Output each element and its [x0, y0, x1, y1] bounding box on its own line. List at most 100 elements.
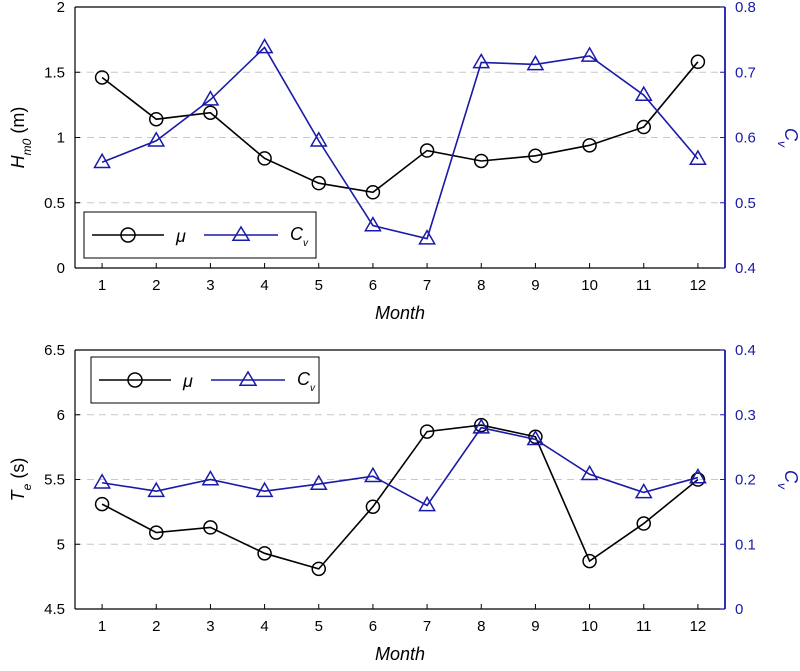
series-line-cv — [101, 46, 699, 240]
y-tick-label-left: 5.5 — [44, 472, 65, 489]
data-point-cv — [418, 495, 436, 512]
x-tick-label: 4 — [260, 277, 268, 294]
legend-label-mu: μ — [182, 371, 193, 391]
data-point-mu — [257, 151, 272, 166]
y-tick-label-left: 1.5 — [44, 64, 65, 81]
legend-marker-mu — [127, 372, 143, 388]
data-point-mu — [149, 525, 164, 540]
y-axis-label-left: Te (s) — [8, 458, 34, 502]
x-tick-label: 11 — [636, 277, 652, 294]
legend-marker-cv — [231, 225, 251, 241]
data-point-mu — [419, 424, 435, 439]
y-tick-label-left: 5 — [57, 536, 65, 553]
y-tick-label-right: 0.4 — [735, 260, 756, 277]
data-point-mu — [203, 520, 218, 535]
y-tick-label-left: 1 — [57, 130, 65, 147]
y-tick-label-right: 0.1 — [735, 536, 756, 553]
y-tick-label-right: 0.6 — [735, 130, 756, 147]
data-point-cv — [634, 482, 653, 499]
legend-marker-mu — [120, 227, 136, 243]
data-point-cv — [201, 469, 220, 486]
data-point-cv — [526, 54, 545, 71]
data-point-cv — [472, 52, 491, 69]
data-point-mu — [311, 175, 326, 191]
data-point-cv — [418, 229, 436, 245]
data-point-cv — [364, 466, 382, 483]
data-point-mu — [257, 546, 272, 561]
data-point-mu — [365, 185, 381, 200]
data-point-cv — [580, 46, 599, 62]
data-point-cv — [147, 131, 166, 147]
x-tick-label: 7 — [423, 277, 431, 294]
series-line-mu — [101, 61, 699, 194]
y-tick-label-right: 0.4 — [735, 342, 756, 359]
x-tick-label: 8 — [477, 618, 485, 635]
data-point-cv — [309, 474, 328, 490]
legend-label-cv: Cv — [297, 369, 316, 394]
x-tick-label: 12 — [690, 618, 707, 635]
data-point-cv — [93, 152, 111, 169]
series-line-mu — [101, 424, 699, 570]
y-tick-label-left: 0.5 — [44, 195, 65, 212]
x-tick-label: 11 — [636, 618, 652, 635]
series-line-cv — [101, 426, 699, 507]
y-axis-label-right: Cv — [775, 470, 800, 490]
data-point-cv — [364, 216, 382, 232]
data-point-mu — [690, 54, 706, 70]
y-tick-label-right: 0.7 — [735, 64, 756, 81]
data-point-cv — [255, 37, 274, 54]
data-point-mu — [311, 561, 326, 577]
x-tick-label: 10 — [581, 277, 598, 294]
data-point-mu — [94, 496, 110, 512]
data-point-mu — [149, 111, 164, 127]
data-point-mu — [419, 143, 435, 158]
x-tick-label: 12 — [690, 277, 707, 294]
data-point-cv — [689, 468, 707, 484]
x-tick-label: 2 — [152, 277, 160, 294]
legend: μ Cv — [90, 356, 320, 404]
legend-label-cv: Cv — [290, 224, 309, 249]
x-tick-label: 2 — [152, 618, 160, 635]
bottom-chart-panel: 1 2 3 4 5 6 7 8 9 10 11 124.555.566.500.10.20.30.4M… — [8, 342, 800, 664]
top-chart-panel: 1 2 3 4 5 6 7 8 9 10 11 1200.511.520.40.50.60.70.8M… — [8, 0, 800, 323]
data-point-mu — [582, 138, 597, 153]
legend: μ Cv — [83, 211, 317, 259]
x-tick-label: 6 — [369, 277, 377, 294]
y-tick-label-left: 2 — [57, 0, 65, 16]
x-tick-label: 9 — [531, 277, 539, 294]
x-tick-label: 10 — [581, 618, 598, 635]
data-point-cv — [309, 131, 328, 147]
x-axis-label: Month — [375, 644, 425, 664]
y-tick-label-right: 0.8 — [735, 0, 756, 16]
y-tick-label-left: 6 — [57, 407, 65, 424]
data-point-cv — [526, 429, 545, 446]
data-point-cv — [147, 481, 166, 498]
x-tick-label: 8 — [477, 277, 485, 294]
y-tick-label-left: 4.5 — [44, 601, 65, 618]
x-axis-label: Month — [375, 303, 425, 323]
data-point-mu — [528, 148, 543, 164]
data-point-cv — [201, 90, 220, 106]
data-point-mu — [582, 553, 597, 569]
x-tick-label: 4 — [260, 618, 268, 635]
x-tick-label: 5 — [315, 277, 323, 294]
x-tick-label: 3 — [206, 618, 214, 635]
y-tick-label-left: 0 — [57, 260, 65, 277]
y-tick-label-left: 6.5 — [44, 342, 65, 359]
x-tick-label: 7 — [423, 618, 431, 635]
y-axis-label-right: Cv — [775, 128, 800, 148]
y-axis-label-left: Hm0 (m) — [8, 107, 34, 169]
data-point-cv — [634, 85, 653, 102]
data-point-cv — [472, 418, 491, 434]
data-point-mu — [474, 153, 489, 169]
y-tick-label-right: 0 — [735, 601, 743, 618]
data-point-mu — [636, 119, 651, 135]
x-tick-label: 9 — [531, 618, 539, 635]
legend-label-mu: μ — [175, 226, 186, 246]
data-point-mu — [203, 105, 218, 120]
data-point-cv — [255, 481, 274, 498]
data-point-mu — [365, 499, 381, 514]
x-tick-label: 6 — [369, 618, 377, 635]
x-tick-label: 5 — [315, 618, 323, 635]
